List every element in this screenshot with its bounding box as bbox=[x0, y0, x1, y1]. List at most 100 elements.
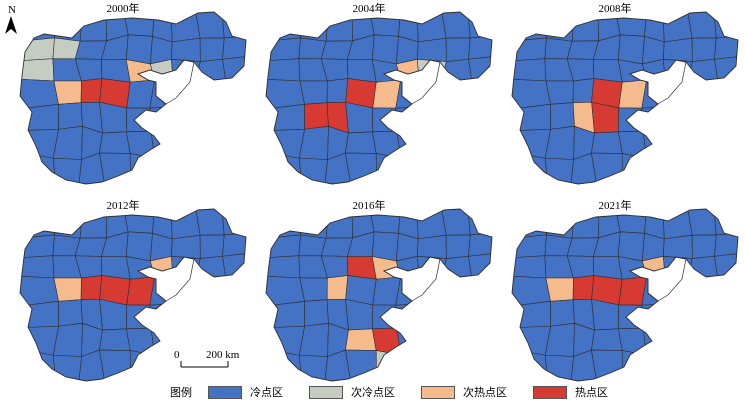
region-cell bbox=[465, 126, 492, 155]
region-cell bbox=[711, 153, 738, 184]
region-cell bbox=[171, 234, 201, 259]
region-cell bbox=[222, 253, 246, 279]
region-cell bbox=[465, 298, 492, 326]
region-cell bbox=[572, 275, 595, 301]
region-cell bbox=[266, 37, 301, 62]
region-cell bbox=[195, 209, 225, 236]
scale-bar-length-label: 200 km bbox=[206, 349, 240, 361]
region-cells bbox=[512, 12, 738, 184]
region-cell bbox=[512, 275, 551, 307]
region-cell bbox=[126, 304, 152, 330]
region-cell bbox=[345, 101, 374, 134]
region-cell bbox=[99, 131, 131, 154]
region-cell bbox=[711, 101, 738, 129]
region-cell bbox=[663, 350, 690, 381]
region-cell bbox=[468, 36, 492, 60]
region-cell bbox=[711, 350, 738, 381]
legend-swatch-hot bbox=[533, 385, 567, 399]
region-cell bbox=[687, 276, 719, 307]
region-cell bbox=[171, 37, 201, 62]
region-cell bbox=[125, 231, 153, 262]
region-cell bbox=[369, 209, 401, 234]
region-cell bbox=[219, 101, 246, 129]
map-panel: 2000年 bbox=[19, 1, 247, 185]
region-cell bbox=[79, 12, 107, 42]
region-cell bbox=[641, 153, 667, 184]
region-cell bbox=[714, 56, 738, 82]
region-cell bbox=[687, 323, 717, 352]
region-cell bbox=[465, 275, 492, 300]
map-panel: 2021年 bbox=[511, 198, 739, 382]
region-cell bbox=[621, 350, 647, 381]
region-cell bbox=[395, 106, 422, 132]
region-cell bbox=[465, 350, 492, 381]
region-cell bbox=[621, 153, 647, 184]
region-cell bbox=[417, 37, 447, 62]
region-cell bbox=[266, 209, 304, 239]
region-cell bbox=[512, 78, 551, 110]
region-cell bbox=[20, 78, 59, 110]
panel-year-label: 2000年 bbox=[107, 1, 140, 15]
region-cell bbox=[195, 126, 225, 155]
region-cell bbox=[441, 126, 471, 155]
region-cell bbox=[129, 350, 155, 381]
region-cell bbox=[417, 234, 447, 259]
legend-item-sub-cold: 次冷点区 bbox=[309, 384, 395, 400]
region-cell bbox=[468, 56, 492, 82]
legend-swatch-sub-hot bbox=[421, 385, 455, 399]
legend-swatch-cold bbox=[208, 385, 242, 399]
region-cell bbox=[714, 233, 738, 257]
region-cell bbox=[20, 234, 55, 259]
region-cell bbox=[149, 350, 175, 381]
region-cell bbox=[687, 350, 713, 381]
region-cell bbox=[666, 324, 690, 352]
region-cells bbox=[20, 12, 246, 184]
region-cell bbox=[79, 209, 107, 239]
region-cell bbox=[591, 101, 620, 134]
region-cell bbox=[713, 12, 738, 39]
region-outline bbox=[511, 208, 739, 382]
region-cell bbox=[99, 328, 131, 351]
panel-year-label: 2021年 bbox=[599, 198, 632, 212]
region-cell bbox=[663, 234, 693, 259]
region-cell bbox=[711, 323, 738, 352]
region-cell bbox=[711, 126, 738, 155]
north-arrow-icon bbox=[5, 16, 17, 34]
region-cell bbox=[299, 277, 328, 302]
region-cell bbox=[417, 350, 444, 381]
legend-label-hot: 热点区 bbox=[575, 386, 608, 399]
region-cells bbox=[266, 12, 492, 184]
region-cell bbox=[299, 80, 328, 105]
region-cell bbox=[266, 58, 301, 82]
region-cell bbox=[641, 350, 667, 381]
region-cell bbox=[99, 298, 128, 331]
region-cell bbox=[418, 106, 444, 134]
region-cell bbox=[687, 79, 719, 110]
region-cells bbox=[266, 209, 492, 381]
region-cell bbox=[512, 103, 551, 132]
region-cell bbox=[78, 349, 105, 381]
region-cell bbox=[99, 101, 128, 134]
legend-label-sub-hot: 次热点区 bbox=[463, 386, 507, 399]
region-cell bbox=[126, 107, 152, 133]
region-cell bbox=[662, 209, 693, 240]
region-cell bbox=[465, 78, 492, 103]
region-cell bbox=[20, 255, 55, 279]
region-outline bbox=[265, 208, 493, 382]
region-cell bbox=[545, 277, 574, 302]
region-cell bbox=[441, 323, 471, 352]
region-cell bbox=[691, 234, 717, 259]
region-cell bbox=[591, 328, 623, 351]
region-cell bbox=[20, 300, 59, 329]
region-cell bbox=[591, 298, 620, 331]
region-cell bbox=[711, 298, 738, 326]
region-cell bbox=[149, 303, 176, 329]
region-cell bbox=[550, 102, 575, 130]
region-cell bbox=[664, 106, 690, 134]
region-outline bbox=[511, 11, 739, 185]
legend-item-hot: 热点区 bbox=[533, 384, 608, 400]
region-cell bbox=[174, 127, 198, 155]
region-cell bbox=[371, 34, 399, 65]
region-cell bbox=[222, 233, 246, 257]
region-cell bbox=[465, 153, 492, 184]
